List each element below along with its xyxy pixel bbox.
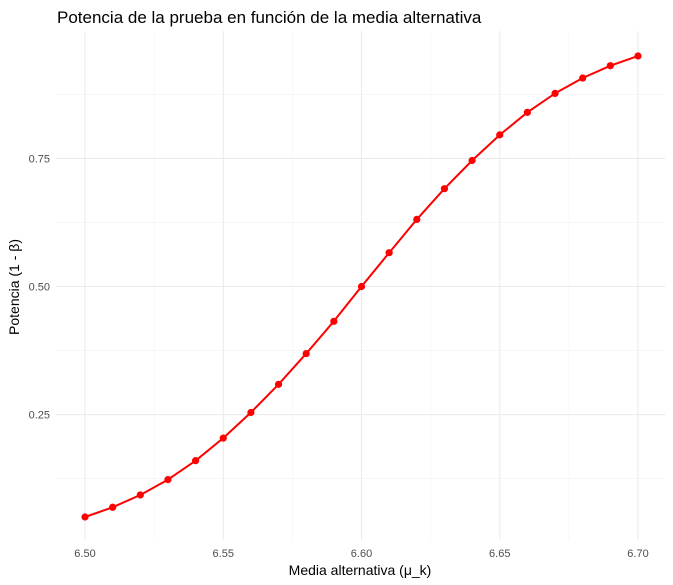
grid-major [56,31,665,540]
y-tick-label: 0.50 [29,282,50,294]
data-point [413,215,421,223]
data-point [164,476,172,484]
data-point [634,52,642,60]
data-point [606,62,614,70]
data-point [330,317,338,325]
series-layer [81,52,642,521]
data-point [302,350,310,358]
x-tick-label: 6.60 [351,548,372,560]
data-point [440,185,449,193]
grid-minor [56,31,665,540]
x-tick-label: 6.50 [74,548,95,560]
y-tick-label: 0.25 [29,410,50,422]
y-axis-title: Potencia (1 - β) [6,239,22,335]
data-point [247,408,255,417]
data-point [385,249,393,257]
data-point [523,108,532,116]
data-point [551,89,559,97]
x-axis-tick-labels: 6.50 6.55 6.60 6.65 6.70 [74,548,648,560]
data-point [468,156,476,165]
data-point [136,491,144,499]
y-tick-label: 0.75 [29,153,50,165]
data-point [81,513,89,521]
data-point [109,503,117,511]
x-tick-label: 6.55 [213,548,234,560]
x-tick-label: 6.65 [489,548,510,560]
data-point [579,74,587,82]
y-axis-tick-labels: 0.25 0.50 0.75 [29,153,50,421]
data-point [219,434,227,442]
data-point [192,457,200,465]
x-axis-title: Media alternativa (μ_k) [289,562,432,578]
data-point [274,380,283,388]
data-point [496,131,504,139]
chart-title: Potencia de la prueba en función de la m… [57,8,482,27]
x-tick-label: 6.70 [627,548,648,560]
data-point [357,282,366,291]
